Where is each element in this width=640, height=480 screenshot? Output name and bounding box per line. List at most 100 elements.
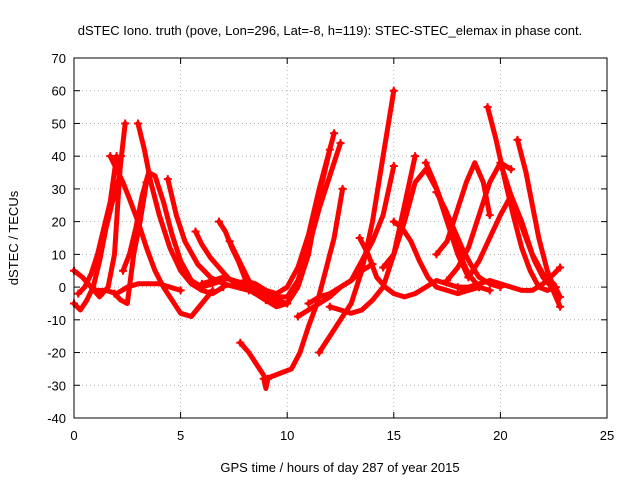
data-point (240, 276, 249, 285)
data-point (315, 348, 324, 357)
y-tick-label: 60 (52, 84, 66, 99)
y-axis-label: dSTEC / TECUs (6, 190, 21, 285)
data-point (325, 302, 334, 311)
data-point (133, 119, 142, 128)
data-point (251, 286, 260, 295)
series-line (107, 153, 216, 319)
data-point (176, 286, 185, 295)
data-point (106, 152, 115, 161)
x-tick-label: 25 (600, 428, 614, 443)
data-series (70, 119, 130, 313)
x-tick-label: 0 (70, 428, 77, 443)
series-line (75, 153, 120, 297)
data-series (163, 175, 253, 295)
data-point (556, 302, 565, 311)
data-point (121, 119, 130, 128)
series-line (316, 88, 397, 355)
y-tick-label: 10 (52, 247, 66, 262)
data-point (330, 129, 339, 138)
y-tick-label: 30 (52, 182, 66, 197)
data-point (513, 135, 522, 144)
data-point (443, 276, 452, 285)
data-point (214, 217, 223, 226)
series-line (306, 163, 397, 306)
data-series (259, 374, 273, 391)
series-line (135, 121, 226, 297)
x-tick-label: 5 (177, 428, 184, 443)
data-point (556, 263, 565, 272)
x-axis-label: GPS time / hours of day 287 of year 2015 (220, 460, 459, 475)
data-point (91, 286, 100, 295)
data-point (336, 139, 345, 148)
series-line (165, 176, 252, 293)
y-tick-label: 20 (52, 215, 66, 230)
data-series (483, 103, 560, 293)
data-point (389, 86, 398, 95)
y-tick-label: 70 (52, 51, 66, 66)
series-line (112, 179, 149, 306)
x-tick-label: 20 (493, 428, 507, 443)
series-line (71, 153, 124, 300)
plot-frame (73, 57, 608, 419)
data-series (240, 129, 339, 297)
data-point (507, 165, 516, 174)
data-point (432, 250, 441, 259)
series-line (327, 153, 418, 316)
series-line (455, 265, 563, 293)
data-series (119, 170, 228, 290)
data-point (119, 266, 128, 275)
series-line (92, 281, 184, 297)
data-point (338, 184, 347, 193)
y-tick-label: 40 (52, 149, 66, 164)
data-point (225, 237, 234, 246)
data-point (191, 227, 200, 236)
data-series (236, 184, 347, 382)
axis-ticks: -40 -30 -20 -10 0 10 20 30 40 50 60 70 0 5 10 15 20 25 (47, 51, 614, 443)
chart-title: dSTEC Iono. truth (pove, Lon=296, Lat=-8… (78, 23, 583, 38)
data-point (556, 292, 565, 301)
data-point (264, 374, 273, 383)
data-point (163, 175, 172, 184)
data-series (453, 263, 565, 293)
data-point (485, 286, 494, 295)
data-point (389, 162, 398, 170)
series-line (515, 137, 557, 290)
data-point (411, 152, 420, 161)
data-point (74, 289, 83, 298)
y-tick-label: -20 (47, 346, 66, 361)
series-line (391, 219, 482, 297)
data-point (304, 299, 313, 308)
y-tick-label: -30 (47, 378, 66, 393)
y-tick-label: -40 (47, 411, 66, 426)
data-series (325, 152, 420, 316)
y-tick-label: 0 (59, 280, 66, 295)
x-tick-label: 10 (280, 428, 294, 443)
data-series (315, 86, 398, 357)
data-point (197, 279, 206, 288)
series-line (242, 130, 337, 297)
series-line (433, 160, 493, 257)
data-point (116, 152, 125, 161)
series-line (252, 140, 343, 300)
data-series (91, 281, 185, 297)
y-tick-label: 50 (52, 116, 66, 131)
data-point (496, 158, 505, 167)
data-series (251, 139, 345, 300)
data-series (432, 160, 494, 259)
data-point (483, 103, 492, 112)
data-point (379, 263, 388, 272)
data-point (453, 283, 462, 292)
data-point (293, 312, 302, 321)
x-tick-label: 15 (387, 428, 401, 443)
data-series-layer (70, 86, 565, 391)
series-line (237, 186, 346, 382)
data-point (464, 273, 473, 282)
data-point (236, 338, 245, 347)
data-point (355, 234, 364, 242)
y-tick-label: -10 (47, 313, 66, 328)
data-series (304, 162, 398, 308)
series-line (485, 104, 559, 293)
data-point (432, 188, 441, 197)
data-point (421, 158, 430, 167)
